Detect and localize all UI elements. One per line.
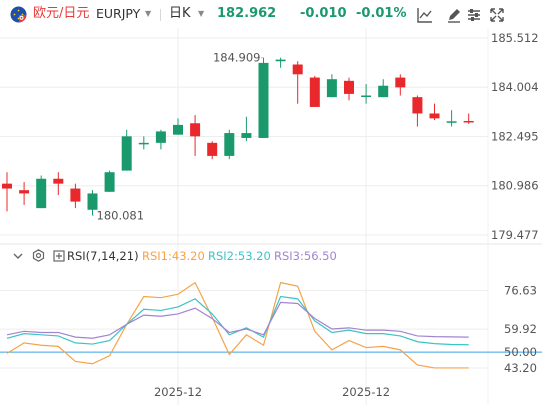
candle-up [121,136,132,171]
rsi-tick-1: 76.63 [504,283,537,297]
candle-up [326,79,337,98]
rsi-line-3 [6,301,469,339]
rsi2-value: RSI2:53.20 [208,249,271,263]
candle-down [19,190,30,194]
candle-up [173,124,183,135]
candle-down [53,178,64,184]
candle-up [241,133,252,138]
rsi-line-1 [6,281,469,369]
symbol-code[interactable]: EURJPY [96,6,141,21]
pen-icon[interactable] [445,6,463,24]
candle-up [275,59,286,62]
candle-up [258,62,269,138]
chart-area[interactable]: 185.512 184.004 182.495 180.986 179.477 … [0,28,542,405]
price-tick-4: 180.986 [491,179,539,193]
period-dropdown-icon[interactable]: ▼ [198,9,205,18]
date-tick-2: 2025-12 [342,385,390,399]
price-tick-3: 182.495 [491,129,539,143]
rsi3-value: RSI3:56.50 [274,249,337,263]
chevron-down-icon[interactable] [12,250,24,262]
candle-up [155,131,166,143]
candle-up [361,95,372,98]
candle-up [87,193,98,210]
candle-down [344,80,354,94]
last-price: 182.962 [217,6,277,21]
high-annotation: 184.909 [213,51,261,65]
price-change: -0.010 [300,6,347,21]
candle-up [224,133,235,156]
indicator-badge-icon[interactable] [53,250,65,262]
candle-down [207,142,218,156]
low-annotation: 180.081 [97,208,145,222]
sliders-icon[interactable] [465,6,483,24]
candle-down [2,183,12,189]
candle-down [309,77,320,107]
chart-header: 欧元/日元 EURJPY ▼ 日K ▼ 182.962 -0.010 -0.01… [0,0,542,28]
gear-icon[interactable] [32,249,45,262]
rsi-mid-label: 50.00 [504,345,537,359]
rsi-tick-2: 59.92 [504,322,537,336]
date-tick-1: 2025-12 [154,385,202,399]
symbol-name[interactable]: 欧元/日元 [33,6,90,21]
price-tick-2: 184.004 [491,80,539,94]
candle-down [412,97,423,114]
price-tick-1: 185.512 [491,31,539,45]
rsi-tick-3: 43.20 [504,361,537,375]
candle-down [395,77,406,88]
symbol-dropdown-icon[interactable]: ▼ [145,9,152,18]
candle-up [36,178,47,209]
expand-icon[interactable] [488,6,506,24]
header-divider [160,9,161,21]
candle-down [429,113,440,119]
candle-up [138,142,149,145]
candle-up [446,121,457,123]
price-tick-5: 179.477 [491,228,539,242]
chart-line-icon[interactable] [416,6,434,24]
candle-down [70,188,81,202]
candle-down [190,123,201,137]
candle-down [292,64,303,75]
candle-down [463,120,474,123]
candle-up [104,172,115,192]
rsi-indicator-label[interactable]: RSI(7,14,21) [67,249,139,263]
eu-flag-icon [10,6,27,23]
candle-up [378,85,389,98]
price-change-percent: -0.01% [356,6,407,21]
rsi1-value: RSI1:43.20 [142,249,205,263]
period-selector[interactable]: 日K [169,6,191,21]
